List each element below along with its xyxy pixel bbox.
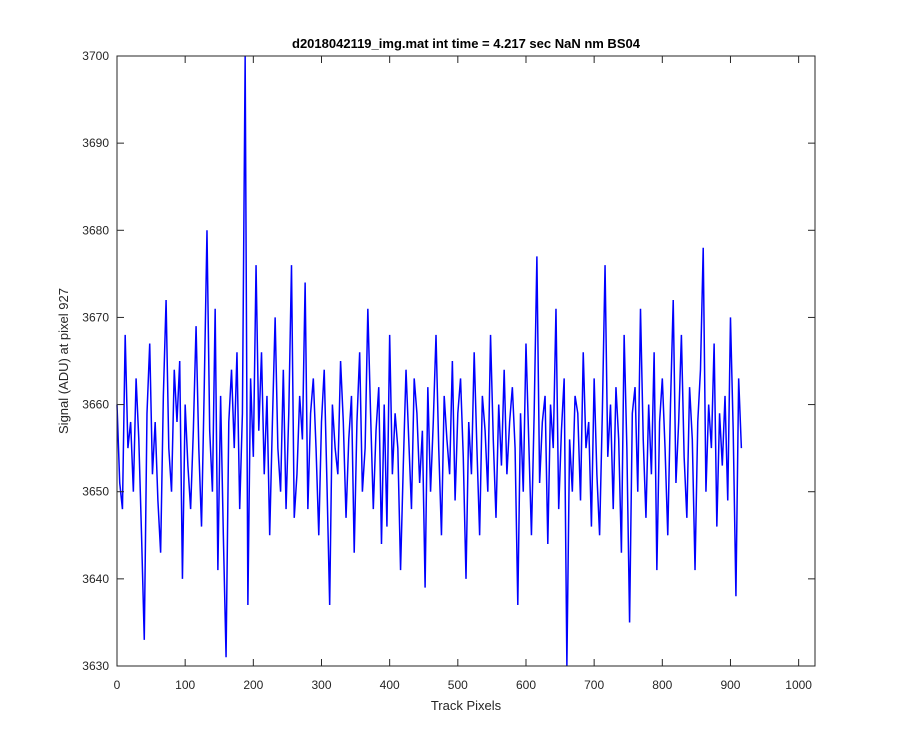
x-tick-label-3: 300 — [311, 678, 331, 692]
x-tick-label-1: 100 — [175, 678, 195, 692]
axes-box — [116, 55, 816, 667]
y-tick-label-2: 3650 — [82, 485, 109, 499]
y-axis: 3630 3640 3650 3660 3670 3680 3690 3700 — [82, 49, 815, 673]
y-tick-label-4: 3670 — [82, 310, 109, 324]
y-tick-label-0: 3630 — [82, 659, 109, 673]
chart-title: d2018042119_img.mat int time = 4.217 sec… — [292, 36, 641, 51]
x-tick-label-4: 400 — [380, 678, 400, 692]
x-tick-label-9: 900 — [720, 678, 740, 692]
x-axis-label: Track Pixels — [431, 698, 502, 713]
y-tick-label-3: 3660 — [82, 398, 109, 412]
x-tick-label-6: 600 — [516, 678, 536, 692]
y-tick-label-7: 3700 — [82, 49, 109, 63]
x-tick-label-8: 800 — [652, 678, 672, 692]
y-tick-label-1: 3640 — [82, 572, 109, 586]
x-tick-label-5: 500 — [448, 678, 468, 692]
series-layer — [116, 55, 743, 667]
signal-series-line-0 — [116, 55, 743, 667]
x-axis: 0 100 200 300 400 500 600 700 800 900 1000 — [114, 56, 812, 692]
x-tick-label-7: 700 — [584, 678, 604, 692]
x-tick-label-10: 1000 — [785, 678, 812, 692]
x-tick-label-0: 0 — [114, 678, 121, 692]
y-tick-label-6: 3690 — [82, 136, 109, 150]
y-tick-label-5: 3680 — [82, 223, 109, 237]
x-tick-label-2: 200 — [243, 678, 263, 692]
y-axis-label: Signal (ADU) at pixel 927 — [56, 288, 71, 434]
